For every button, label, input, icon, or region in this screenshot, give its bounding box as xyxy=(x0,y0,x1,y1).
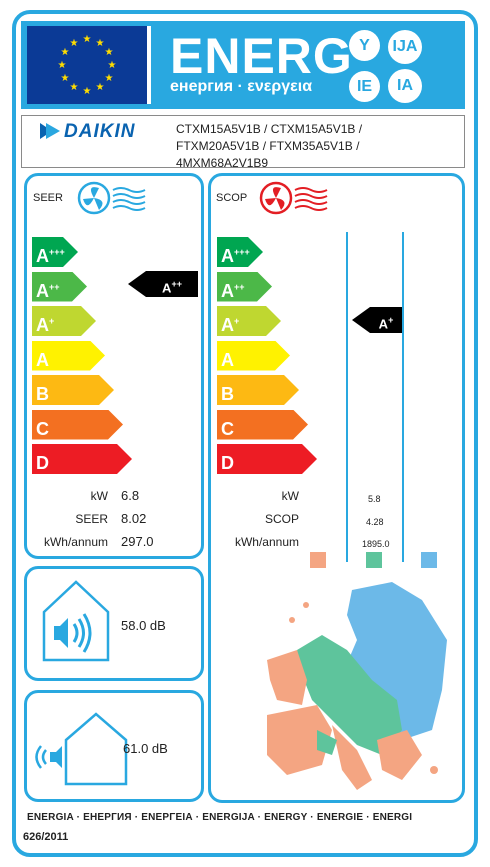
eu-flag: ★ ★ ★ ★ ★ ★ ★ ★ ★ ★ ★ ★ xyxy=(27,26,151,104)
climate-average-swatch xyxy=(366,552,382,568)
scop-rating-sup: + xyxy=(388,315,394,325)
seer-class-letter: A xyxy=(36,315,49,335)
seer-class-arrow: C xyxy=(32,409,123,440)
energy-subtitle: енергия · ενεργεια xyxy=(170,78,313,95)
svg-text:★: ★ xyxy=(70,82,79,93)
scop-title: SCOP xyxy=(216,192,248,204)
scop-label: SCOP xyxy=(264,512,299,526)
seer-class-arrow: D xyxy=(32,444,132,474)
lang-code-y: Y xyxy=(349,30,380,61)
lang-code-ie: IE xyxy=(349,71,380,102)
cooling-fan-icon xyxy=(77,180,153,221)
scop-class-arrow: A xyxy=(217,340,290,371)
model-line-1: CTXM15A5V1B / CTXM15A5V1B / xyxy=(176,122,363,136)
scop-kw-value: 5.8 xyxy=(368,494,381,504)
seer-class-arrow: A xyxy=(32,340,105,371)
svg-text:★: ★ xyxy=(96,38,105,49)
scop-class-sup: ++ xyxy=(234,281,245,292)
scop-kw-label: kW xyxy=(281,489,299,503)
seer-class-letter: A xyxy=(36,349,49,370)
europe-climate-map xyxy=(262,580,452,800)
scop-class-arrow: C xyxy=(217,409,308,440)
scop-class-letter: A xyxy=(221,280,234,301)
svg-text:★: ★ xyxy=(61,73,70,84)
seer-class-sup: +++ xyxy=(49,247,65,257)
climate-colder-swatch xyxy=(310,552,326,568)
climate-divider-2 xyxy=(402,232,404,562)
model-line-2: FTXM20A5V1B / FTXM35A5V1B / xyxy=(176,139,360,153)
seer-class-letter: A xyxy=(36,280,49,301)
scop-kwh-label: kWh/annum xyxy=(234,535,299,549)
scop-class-arrow: A+ xyxy=(217,306,281,336)
outdoor-noise-value: 61.0 dB xyxy=(123,741,168,756)
scop-rating-letter: A xyxy=(378,316,389,332)
supplier-box xyxy=(21,115,465,168)
svg-text:★: ★ xyxy=(61,47,70,58)
lang-code-ia: IA xyxy=(388,69,422,103)
seer-kw-value: 6.8 xyxy=(121,488,140,503)
svg-text:★: ★ xyxy=(83,86,92,97)
seer-title: SEER xyxy=(33,192,63,204)
label-frame xyxy=(12,10,478,857)
lang-code-ija: IJA xyxy=(388,30,422,64)
scop-class-letter: A xyxy=(221,315,234,335)
seer-class-arrow: A+ xyxy=(32,306,96,336)
seer-class-letter: A xyxy=(36,246,49,266)
scop-class-arrow: D xyxy=(217,444,317,474)
heating-fan-icon xyxy=(259,180,335,221)
climate-warmer-swatch xyxy=(421,552,437,568)
scop-class-letter: C xyxy=(221,418,234,439)
scop-class-letter: B xyxy=(221,384,234,404)
seer-label: SEER xyxy=(75,512,108,526)
seer-class-letter: B xyxy=(36,384,49,404)
seer-class-letter: C xyxy=(36,418,49,439)
scop-class-letter: A xyxy=(221,246,234,266)
climate-divider-1 xyxy=(346,232,348,562)
seer-kwh-value: 297.0 xyxy=(121,534,154,549)
seer-class-sup: ++ xyxy=(49,281,60,292)
scop-class-arrow: B xyxy=(217,375,299,405)
outdoor-speaker-house-icon xyxy=(32,708,132,793)
eu-stars-icon: ★ ★★ ★★★ ★★★ ★★★ xyxy=(58,34,117,97)
energy-title: ENERG xyxy=(170,28,353,84)
model-line-3: 4MXM68A2V1B9 xyxy=(176,156,269,170)
seer-class-sup: + xyxy=(49,316,55,326)
indoor-noise-value: 58.0 dB xyxy=(121,618,166,633)
scop-class-sup: + xyxy=(234,316,240,326)
seer-value: 8.02 xyxy=(121,511,147,526)
scop-class-sup: +++ xyxy=(234,247,250,257)
svg-text:★: ★ xyxy=(83,34,92,45)
regulation-number: 626/2011 xyxy=(23,831,69,843)
indoor-speaker-house-icon xyxy=(40,578,112,669)
seer-class-arrow: B xyxy=(32,375,114,405)
seer-class-letter: D xyxy=(36,453,49,473)
seer-kw-label: kW xyxy=(90,489,108,503)
brand-name: DAIKIN xyxy=(64,121,136,142)
indoor-noise-panel xyxy=(24,566,204,681)
svg-text:★: ★ xyxy=(96,82,105,93)
seer-rating-letter: A xyxy=(162,280,172,296)
seer-rating-sup: ++ xyxy=(171,279,182,289)
scop-class-letter: D xyxy=(221,453,234,473)
daikin-logo-icon xyxy=(38,121,64,146)
svg-text:★: ★ xyxy=(58,60,67,71)
svg-text:★: ★ xyxy=(105,47,114,58)
svg-text:★: ★ xyxy=(70,38,79,49)
svg-text:★: ★ xyxy=(105,73,114,84)
svg-text:★: ★ xyxy=(108,60,117,71)
scop-class-letter: A xyxy=(221,349,234,370)
scop-kwh-value: 1895.0 xyxy=(362,539,390,549)
seer-kwh-label: kWh/annum xyxy=(43,535,108,549)
scop-value: 4.28 xyxy=(366,517,384,527)
footer-energy-languages: ENERGIA · ЕНЕРГИЯ · ΕΝΕΡΓΕΙΑ · ENERGIJA … xyxy=(27,812,413,823)
